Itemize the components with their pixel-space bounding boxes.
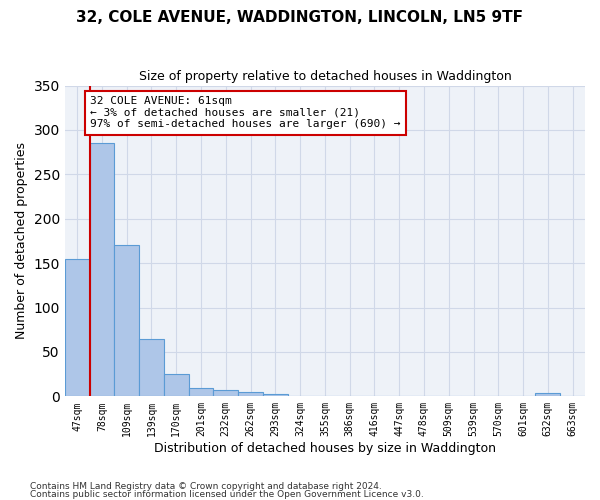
- Bar: [535, 393, 560, 396]
- Bar: [115, 246, 139, 396]
- Text: 32, COLE AVENUE, WADDINGTON, LINCOLN, LN5 9TF: 32, COLE AVENUE, WADDINGTON, LINCOLN, LN…: [77, 10, 523, 25]
- Y-axis label: Number of detached properties: Number of detached properties: [15, 142, 28, 340]
- Bar: [263, 394, 288, 396]
- Text: Contains HM Land Registry data © Crown copyright and database right 2024.: Contains HM Land Registry data © Crown c…: [30, 482, 382, 491]
- Text: 32 COLE AVENUE: 61sqm
← 3% of detached houses are smaller (21)
97% of semi-detac: 32 COLE AVENUE: 61sqm ← 3% of detached h…: [90, 96, 401, 130]
- Bar: [89, 144, 115, 396]
- Text: Contains public sector information licensed under the Open Government Licence v3: Contains public sector information licen…: [30, 490, 424, 499]
- Bar: [164, 374, 188, 396]
- X-axis label: Distribution of detached houses by size in Waddington: Distribution of detached houses by size …: [154, 442, 496, 455]
- Bar: [188, 388, 214, 396]
- Bar: [214, 390, 238, 396]
- Title: Size of property relative to detached houses in Waddington: Size of property relative to detached ho…: [139, 70, 511, 83]
- Bar: [238, 392, 263, 396]
- Bar: [139, 338, 164, 396]
- Bar: [65, 258, 89, 396]
